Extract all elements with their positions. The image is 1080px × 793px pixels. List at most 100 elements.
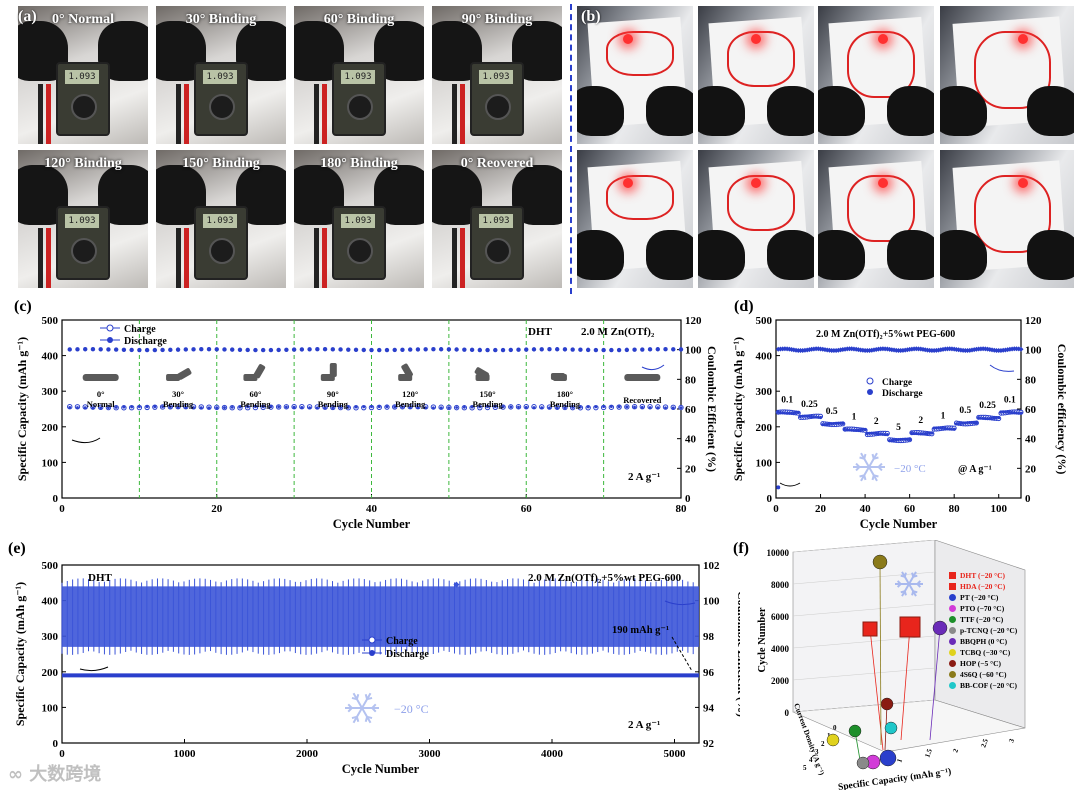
discharge-point [640, 405, 644, 409]
led-photo [818, 150, 934, 288]
discharge-point [91, 406, 95, 410]
snowflake-branch [351, 715, 358, 720]
state-label: Normal [87, 399, 115, 409]
discharge-point [974, 421, 979, 425]
discharge-point [517, 405, 520, 409]
discharge-point [377, 405, 381, 409]
legend-label: p-TCNQ (−20 °C) [960, 626, 1018, 635]
snowflake-branch [916, 580, 922, 585]
ce-point [940, 346, 946, 352]
discharge-point [885, 433, 889, 437]
snowflake-branch [877, 466, 883, 472]
photo-caption: 30° Binding [185, 12, 257, 27]
state-label: Bending [550, 399, 581, 409]
ce-point [338, 347, 343, 352]
led-light [623, 33, 634, 44]
legend-marker [949, 616, 956, 623]
ce-point [152, 347, 158, 353]
ce-point [889, 347, 895, 353]
ce-point [400, 347, 405, 352]
multimeter: 1.093 [56, 206, 110, 280]
discharge-point [648, 406, 652, 409]
discharge-point [292, 405, 296, 409]
watermark-text: 大数跨境 [29, 764, 102, 785]
discharge-point [161, 405, 164, 409]
discharge-point [509, 405, 513, 409]
rate-label: 0.1 [781, 396, 793, 406]
y-axis-label: Specific Capacity (mAh g⁻¹) [15, 337, 29, 481]
bending-photo: 1.093 120° Binding [18, 150, 148, 288]
ce-point [199, 347, 204, 352]
ce-point [206, 347, 212, 352]
probe-red [322, 84, 327, 144]
y-tick-label: 200 [42, 667, 59, 679]
ce-point [786, 346, 792, 352]
ce-point [775, 346, 781, 352]
snowflake-arm [868, 452, 878, 468]
legend-label: BBQPH (0 °C) [960, 637, 1008, 646]
discharge-point [555, 406, 559, 410]
y-tick-label: 0 [833, 724, 837, 732]
snowflake-branch [863, 453, 867, 459]
rate-label: 1 [941, 412, 946, 422]
discharge-point [524, 405, 528, 409]
y2-tick-label: 20 [1025, 463, 1037, 475]
discharge-point [192, 406, 195, 409]
multimeter-dial [485, 238, 511, 264]
state-angle: 30° [172, 389, 184, 399]
photo-caption: 0° Normal [52, 12, 114, 27]
discharge-point [548, 406, 551, 410]
discharge-point [122, 405, 126, 409]
ce-point [361, 347, 366, 353]
glove-left [818, 86, 865, 136]
led-light [751, 177, 762, 188]
bending-state-icon [624, 374, 661, 381]
snowflake-arm [361, 692, 372, 709]
discharge-point [269, 405, 273, 409]
x-tick-label: 0 [59, 748, 65, 760]
z-grid [792, 667, 936, 681]
probe-black [314, 228, 319, 288]
legend-marker [949, 627, 956, 634]
watermark: ∞ 大数跨境 [8, 760, 101, 786]
multimeter: 1.093 [332, 206, 386, 280]
discharge-point [602, 405, 606, 409]
annotation-temperature: −20 °C [394, 702, 429, 716]
discharge-point [246, 405, 250, 409]
multimeter-display: 1.093 [479, 70, 513, 84]
discharge-point [952, 427, 956, 431]
ce-point [415, 347, 421, 352]
snowflake-branch [347, 707, 353, 713]
discharge-point [331, 406, 335, 410]
y2-tick-label: 0 [1025, 493, 1031, 505]
ce-point [616, 347, 622, 353]
x-tick-label: 2 [951, 747, 960, 753]
glove-left [698, 230, 745, 280]
ce-point [601, 347, 606, 353]
y-tick-label: 2 [821, 740, 825, 748]
panel-e-label: (e) [8, 540, 26, 557]
ce-point [106, 347, 111, 352]
y2-axis-label: Coulombic Efficient (%) [735, 591, 740, 717]
ce-point [446, 347, 452, 352]
discharge-point [997, 415, 1001, 420]
discharge-point [493, 405, 497, 409]
x-tick-label: 1.5 [923, 747, 934, 758]
legend-marker [949, 594, 956, 601]
data-sphere [884, 721, 898, 735]
drop-line [929, 627, 941, 741]
ce-point [268, 347, 274, 353]
data-sphere [848, 724, 862, 738]
legend-label: HOP (−5 °C) [960, 659, 1002, 668]
y-tick-label: 4 [809, 756, 813, 764]
multimeter-dial [347, 238, 373, 264]
discharge-point [617, 405, 621, 409]
discharge-point [571, 406, 575, 409]
y-tick-label: 100 [42, 702, 59, 714]
discharge-point [99, 406, 103, 410]
ce-point [570, 347, 575, 352]
snowflake-arm [908, 571, 917, 585]
data-sphere [932, 620, 948, 636]
ce-point [454, 347, 459, 352]
multimeter-dial [209, 238, 235, 264]
